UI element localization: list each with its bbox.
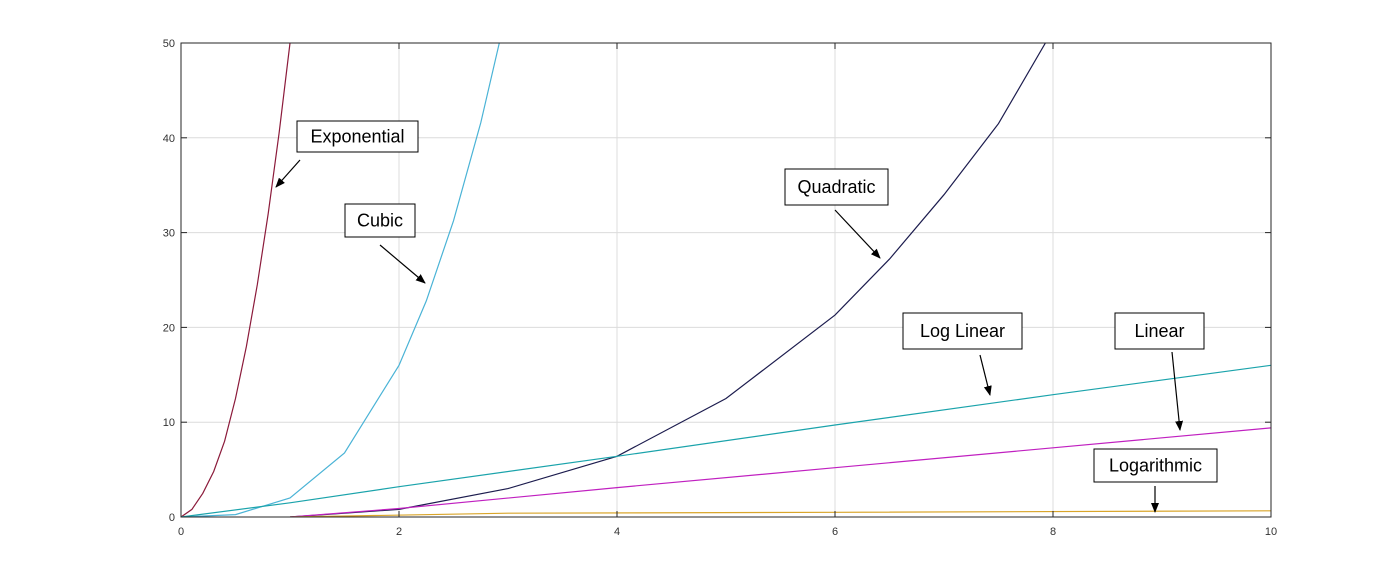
y-tick-label: 20 (163, 322, 175, 334)
curve (181, 43, 500, 517)
annotation-label: Log Linear (920, 321, 1005, 341)
annotation-label: Quadratic (797, 177, 875, 197)
y-tick-label: 40 (163, 133, 175, 145)
curve (289, 510, 1271, 517)
annotation-label: Logarithmic (1109, 455, 1202, 475)
annotation-box (1114, 312, 1205, 350)
curve (289, 43, 1046, 517)
annotation-label: Exponential (310, 126, 404, 146)
y-tick-label: 0 (169, 512, 175, 524)
y-tick-label: 30 (163, 228, 175, 240)
annotation-box (1093, 448, 1218, 483)
annotation-arrow (275, 159, 301, 188)
annotation-box (902, 312, 1023, 350)
annotation-box (344, 203, 416, 238)
annotation-arrow (379, 244, 426, 284)
y-tick-label: 50 (163, 38, 175, 50)
annotation-arrow (834, 209, 881, 259)
curve (181, 364, 1271, 517)
annotation-arrow (1171, 351, 1184, 431)
plot-frame (180, 42, 1272, 518)
x-tick-label: 2 (396, 526, 402, 538)
annotation-arrow (979, 354, 992, 396)
annotation-box (296, 120, 419, 153)
x-tick-label: 6 (832, 526, 838, 538)
curve (289, 427, 1271, 517)
y-tick-label: 10 (163, 417, 175, 429)
x-tick-label: 8 (1050, 526, 1056, 538)
x-tick-label: 4 (614, 526, 620, 538)
x-tick-label: 10 (1265, 526, 1277, 538)
annotation-label: Linear (1134, 321, 1184, 341)
annotation-box (784, 168, 889, 206)
x-tick-label: 0 (178, 526, 184, 538)
curve (181, 43, 291, 517)
annotation-label: Cubic (357, 210, 403, 230)
